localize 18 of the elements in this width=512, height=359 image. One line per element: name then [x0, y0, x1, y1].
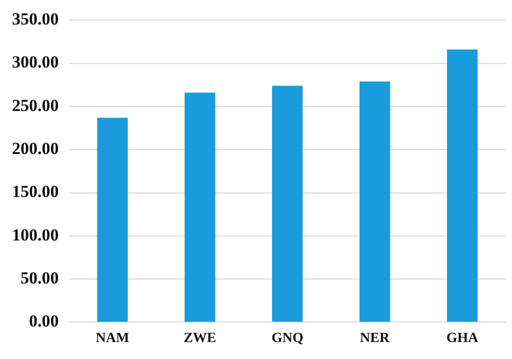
x-tick-label: GNQ — [271, 331, 304, 346]
y-tick-label: 350.00 — [12, 10, 59, 29]
bar — [184, 92, 216, 322]
x-tick-label: ZWE — [184, 331, 216, 346]
bar — [272, 86, 303, 322]
y-tick-label: 250.00 — [12, 96, 59, 115]
bar — [360, 81, 390, 322]
bar — [446, 50, 478, 322]
y-tick-label: 50.00 — [20, 268, 59, 288]
x-tick-label: NAM — [96, 331, 130, 346]
x-tick-label: GHA — [446, 331, 480, 346]
bar — [97, 118, 128, 322]
x-tick-label: NER — [360, 331, 390, 346]
y-tick-label: 200.00 — [12, 139, 59, 158]
y-tick-label: 150.00 — [12, 182, 59, 202]
y-tick-label: 100.00 — [12, 225, 59, 244]
y-tick-label: 300.00 — [12, 52, 59, 72]
y-tick-label: 0.00 — [29, 312, 59, 331]
